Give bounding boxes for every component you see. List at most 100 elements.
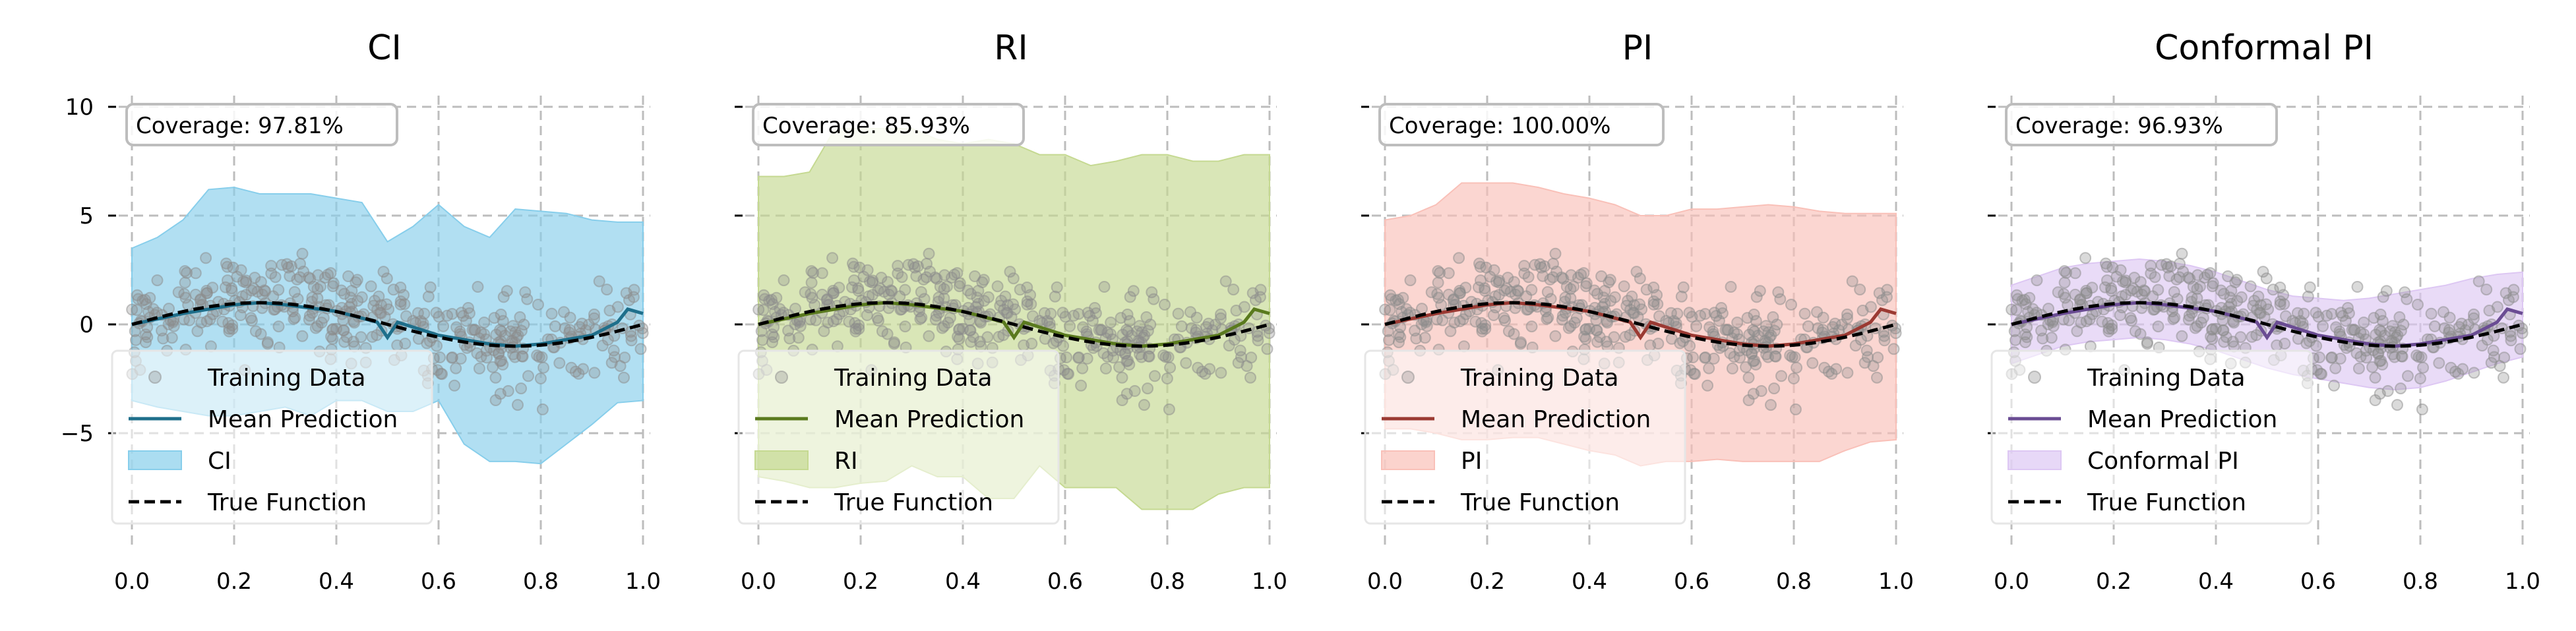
training-point [1489, 290, 1502, 303]
training-point [1454, 285, 1466, 297]
training-point [255, 276, 267, 288]
training-point [335, 284, 348, 297]
training-point [2225, 285, 2238, 297]
training-point [778, 274, 790, 287]
training-point [921, 258, 933, 270]
training-point [1215, 312, 1227, 324]
training-point [1444, 325, 1457, 338]
training-point [1694, 309, 1707, 322]
training-point [454, 352, 467, 365]
training-point [519, 286, 532, 299]
training-point [2125, 284, 2137, 297]
training-point [1731, 316, 1744, 329]
training-point [1647, 282, 1660, 293]
training-point [303, 313, 315, 326]
training-point [2291, 307, 2304, 319]
training-point [915, 285, 927, 298]
x-tick-label: 0.2 [216, 568, 252, 595]
training-point [1149, 370, 1161, 382]
legend-label: RI [834, 448, 858, 475]
training-point [601, 284, 613, 296]
training-point [2149, 271, 2161, 284]
training-point [226, 319, 239, 332]
training-point [2152, 284, 2164, 296]
training-point [1817, 311, 1829, 324]
training-point [1215, 308, 1227, 320]
training-point [309, 322, 322, 334]
legend [1364, 349, 1686, 525]
training-point [1578, 267, 1590, 280]
training-point [1760, 348, 1773, 361]
training-point [2445, 361, 2457, 374]
legend-label: True Function [2087, 489, 2246, 516]
x-tick-label: 0.8 [1150, 568, 1185, 595]
training-point [2155, 258, 2168, 271]
training-point [417, 317, 429, 330]
training-point [1382, 325, 1394, 338]
training-point [2507, 291, 2519, 303]
training-point [2035, 324, 2048, 337]
training-point [923, 330, 935, 342]
training-point [269, 271, 282, 284]
training-point [1752, 330, 1764, 342]
training-point [1806, 357, 1819, 369]
training-point [899, 284, 911, 296]
training-point [1636, 303, 1648, 316]
y-tick-label: 5 [79, 203, 94, 229]
training-point [1675, 290, 1688, 303]
training-point [1263, 327, 1275, 340]
legend-label: Mean Prediction [2087, 406, 2277, 433]
training-point [853, 261, 866, 274]
training-point [463, 307, 475, 320]
mean-prediction-line [2011, 301, 2523, 348]
training-point [515, 382, 528, 395]
training-point [536, 403, 549, 415]
training-point [381, 272, 393, 285]
training-point [1479, 285, 1491, 297]
training-point [1599, 285, 1611, 297]
training-point [276, 258, 288, 271]
training-point [222, 274, 233, 287]
training-point [807, 266, 820, 279]
training-point [2395, 382, 2407, 395]
training-point [1748, 309, 1760, 320]
training-point [2352, 362, 2365, 375]
training-point [1564, 292, 1577, 305]
training-point [1134, 348, 1146, 361]
legend [737, 349, 1060, 525]
training-point [2060, 266, 2073, 279]
training-point [226, 322, 239, 335]
training-point [1640, 284, 1653, 296]
coverage-box [2005, 103, 2278, 146]
training-point [618, 371, 630, 384]
x-tick-label: 0.4 [2198, 568, 2234, 595]
training-point [179, 276, 191, 289]
training-point [324, 267, 337, 280]
training-point [383, 303, 395, 316]
training-point [532, 299, 544, 311]
x-tick-label: 0.2 [1469, 568, 1505, 595]
training-point [1049, 290, 1061, 303]
training-point [1651, 298, 1664, 311]
training-point [2296, 317, 2309, 330]
training-point [2505, 330, 2517, 342]
training-point [1690, 320, 1703, 332]
training-point [2071, 325, 2083, 338]
training-point [2117, 275, 2129, 287]
training-point [2217, 314, 2229, 326]
training-point [1590, 314, 1603, 326]
training-point [2134, 328, 2147, 340]
training-point [1021, 282, 1033, 293]
training-point [1075, 379, 1088, 392]
training-point [2278, 298, 2290, 311]
training-point [863, 290, 875, 303]
training-point [1726, 362, 1738, 375]
training-point [2079, 252, 2092, 264]
training-point [2428, 320, 2441, 332]
training-point [782, 324, 795, 337]
training-point [609, 351, 621, 363]
training-point [816, 267, 828, 280]
training-point [2433, 357, 2445, 369]
training-point [2105, 285, 2118, 297]
